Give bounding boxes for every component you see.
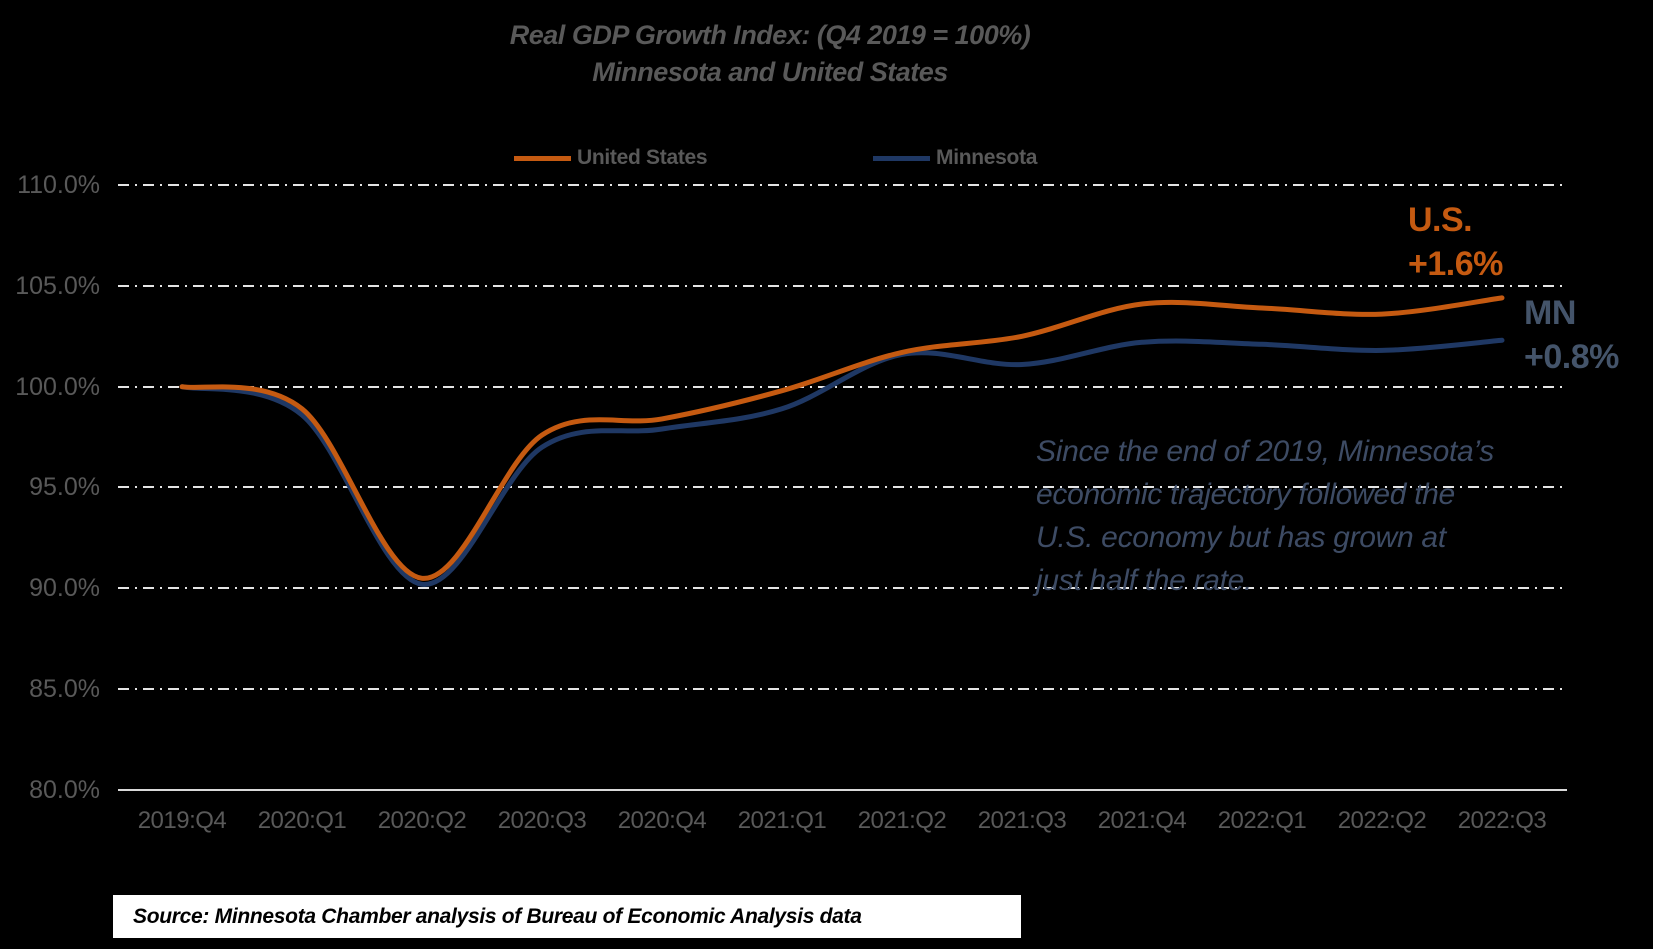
annotation-note-line2: economic trajectory followed the <box>1036 478 1455 511</box>
y-tick-105: 105.0% <box>15 272 100 300</box>
x-tick-2019q4: 2019:Q4 <box>137 807 227 834</box>
annotation-note-line3: U.S. economy but has grown at <box>1036 521 1446 554</box>
y-tick-100: 100.0% <box>15 373 100 401</box>
source-text: Source: Minnesota Chamber analysis of Bu… <box>133 905 862 928</box>
legend-label-minnesota: Minnesota <box>936 146 1038 169</box>
y-tick-95: 95.0% <box>29 473 100 501</box>
mn-callout-value: +0.8% <box>1524 338 1619 376</box>
x-tick-2021q3: 2021:Q3 <box>977 807 1067 834</box>
x-tick-2022q3: 2022:Q3 <box>1457 807 1547 834</box>
legend-label-united-states: United States <box>577 146 708 169</box>
united-states-line <box>179 295 1505 581</box>
mn-callout-name: MN <box>1524 294 1576 332</box>
x-tick-2021q2: 2021:Q2 <box>857 807 947 834</box>
x-tick-2021q1: 2021:Q1 <box>737 807 827 834</box>
x-tick-2022q1: 2022:Q1 <box>1217 807 1307 834</box>
us-callout-name: U.S. <box>1408 201 1473 239</box>
annotation-note: Since the end of 2019, Minnesota’s econo… <box>1036 430 1556 602</box>
y-tick-85: 85.0% <box>29 675 100 703</box>
x-tick-2020q2: 2020:Q2 <box>377 807 467 834</box>
chart-title-line2: Minnesota and United States <box>592 57 948 87</box>
y-tick-80: 80.0% <box>29 776 100 804</box>
annotation-note-line4: just half the rate. <box>1036 564 1253 597</box>
mn-series-callout: MN +0.8% <box>1524 291 1619 379</box>
x-tick-2021q4: 2021:Q4 <box>1097 807 1187 834</box>
chart-title-line1: Real GDP Growth Index: (Q4 2019 = 100%) <box>509 20 1031 50</box>
x-tick-2020q3: 2020:Q3 <box>497 807 587 834</box>
y-tick-90: 90.0% <box>29 574 100 602</box>
source-box: Source: Minnesota Chamber analysis of Bu… <box>113 895 1021 938</box>
x-tick-2022q2: 2022:Q2 <box>1337 807 1427 834</box>
legend-swatch-united-states <box>514 156 571 161</box>
y-tick-110: 110.0% <box>17 171 100 199</box>
us-series-callout: U.S. +1.6% <box>1408 198 1503 286</box>
chart-title: Real GDP Growth Index: (Q4 2019 = 100%) … <box>0 17 1540 91</box>
legend-swatch-minnesota <box>873 156 930 161</box>
us-callout-value: +1.6% <box>1408 245 1503 283</box>
x-tick-2020q4: 2020:Q4 <box>617 807 707 834</box>
annotation-note-line1: Since the end of 2019, Minnesota’s <box>1036 435 1494 468</box>
x-tick-2020q1: 2020:Q1 <box>257 807 347 834</box>
minnesota-line <box>179 337 1505 587</box>
